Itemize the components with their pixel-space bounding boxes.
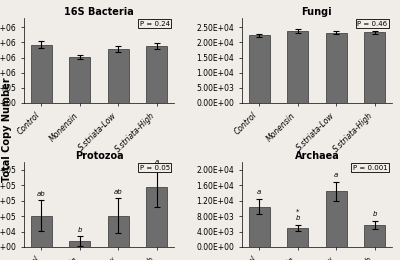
Bar (326, 33, 347, 103)
Bar (364, 225, 385, 247)
Bar (249, 35, 270, 103)
Text: ab: ab (37, 191, 46, 197)
Text: P = 0.001: P = 0.001 (353, 165, 388, 171)
Bar (31, 216, 52, 247)
Text: P = 0.05: P = 0.05 (140, 165, 170, 171)
Bar (326, 191, 347, 247)
Bar (249, 206, 270, 247)
Bar (287, 228, 308, 247)
Text: ab: ab (114, 189, 123, 195)
Title: Fungi: Fungi (302, 8, 332, 17)
Text: Total Copy Number: Total Copy Number (2, 78, 12, 182)
Bar (146, 187, 167, 247)
Bar (287, 31, 308, 103)
Bar (108, 49, 129, 103)
Text: a: a (155, 159, 159, 165)
Bar (108, 216, 129, 247)
Title: Protozoa: Protozoa (75, 152, 124, 161)
Text: P = 0.46: P = 0.46 (357, 21, 388, 27)
Text: P = 0.24: P = 0.24 (140, 21, 170, 27)
Text: *
b: * b (296, 208, 300, 221)
Bar (69, 57, 90, 103)
Text: b: b (372, 211, 377, 217)
Bar (31, 45, 52, 103)
Title: Archaea: Archaea (294, 152, 339, 161)
Title: 16S Bacteria: 16S Bacteria (64, 8, 134, 17)
Bar (146, 46, 167, 103)
Text: a: a (257, 190, 261, 196)
Text: b: b (78, 227, 82, 233)
Bar (69, 241, 90, 247)
Text: a: a (334, 172, 338, 178)
Bar (364, 32, 385, 103)
